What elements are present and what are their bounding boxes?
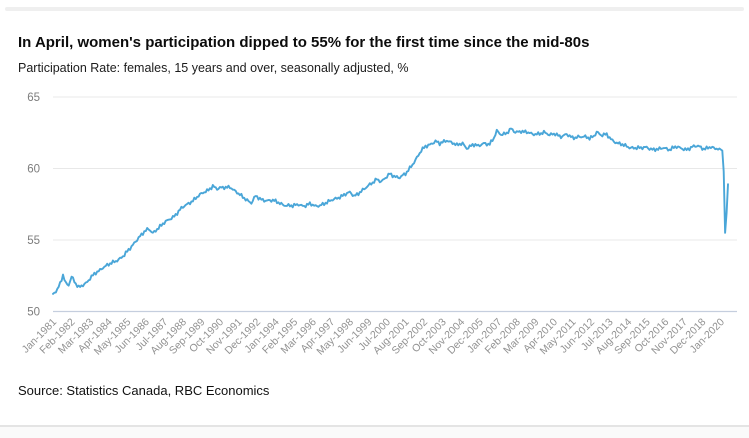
y-tick-label: 65 [27,92,40,104]
participation-chart-svg: 65605550Jan-1981Feb-1982Mar-1983Apr-1984… [20,92,737,358]
chart-title: In April, women's participation dipped t… [18,34,590,51]
y-tick-label: 50 [27,307,40,319]
bottom-divider [0,425,749,438]
y-tick-label: 60 [27,164,40,176]
top-divider [5,7,744,11]
source-note: Source: Statistics Canada, RBC Economics [18,383,270,398]
participation-rate-line [52,127,729,295]
participation-line-chart: 65 60 55 50 Jan-1981 Feb-1982 Mar-1983 Apr-1984… [0,85,749,385]
y-tick-label: 55 [27,235,40,247]
chart-subtitle: Participation Rate: females, 15 years an… [18,61,409,75]
